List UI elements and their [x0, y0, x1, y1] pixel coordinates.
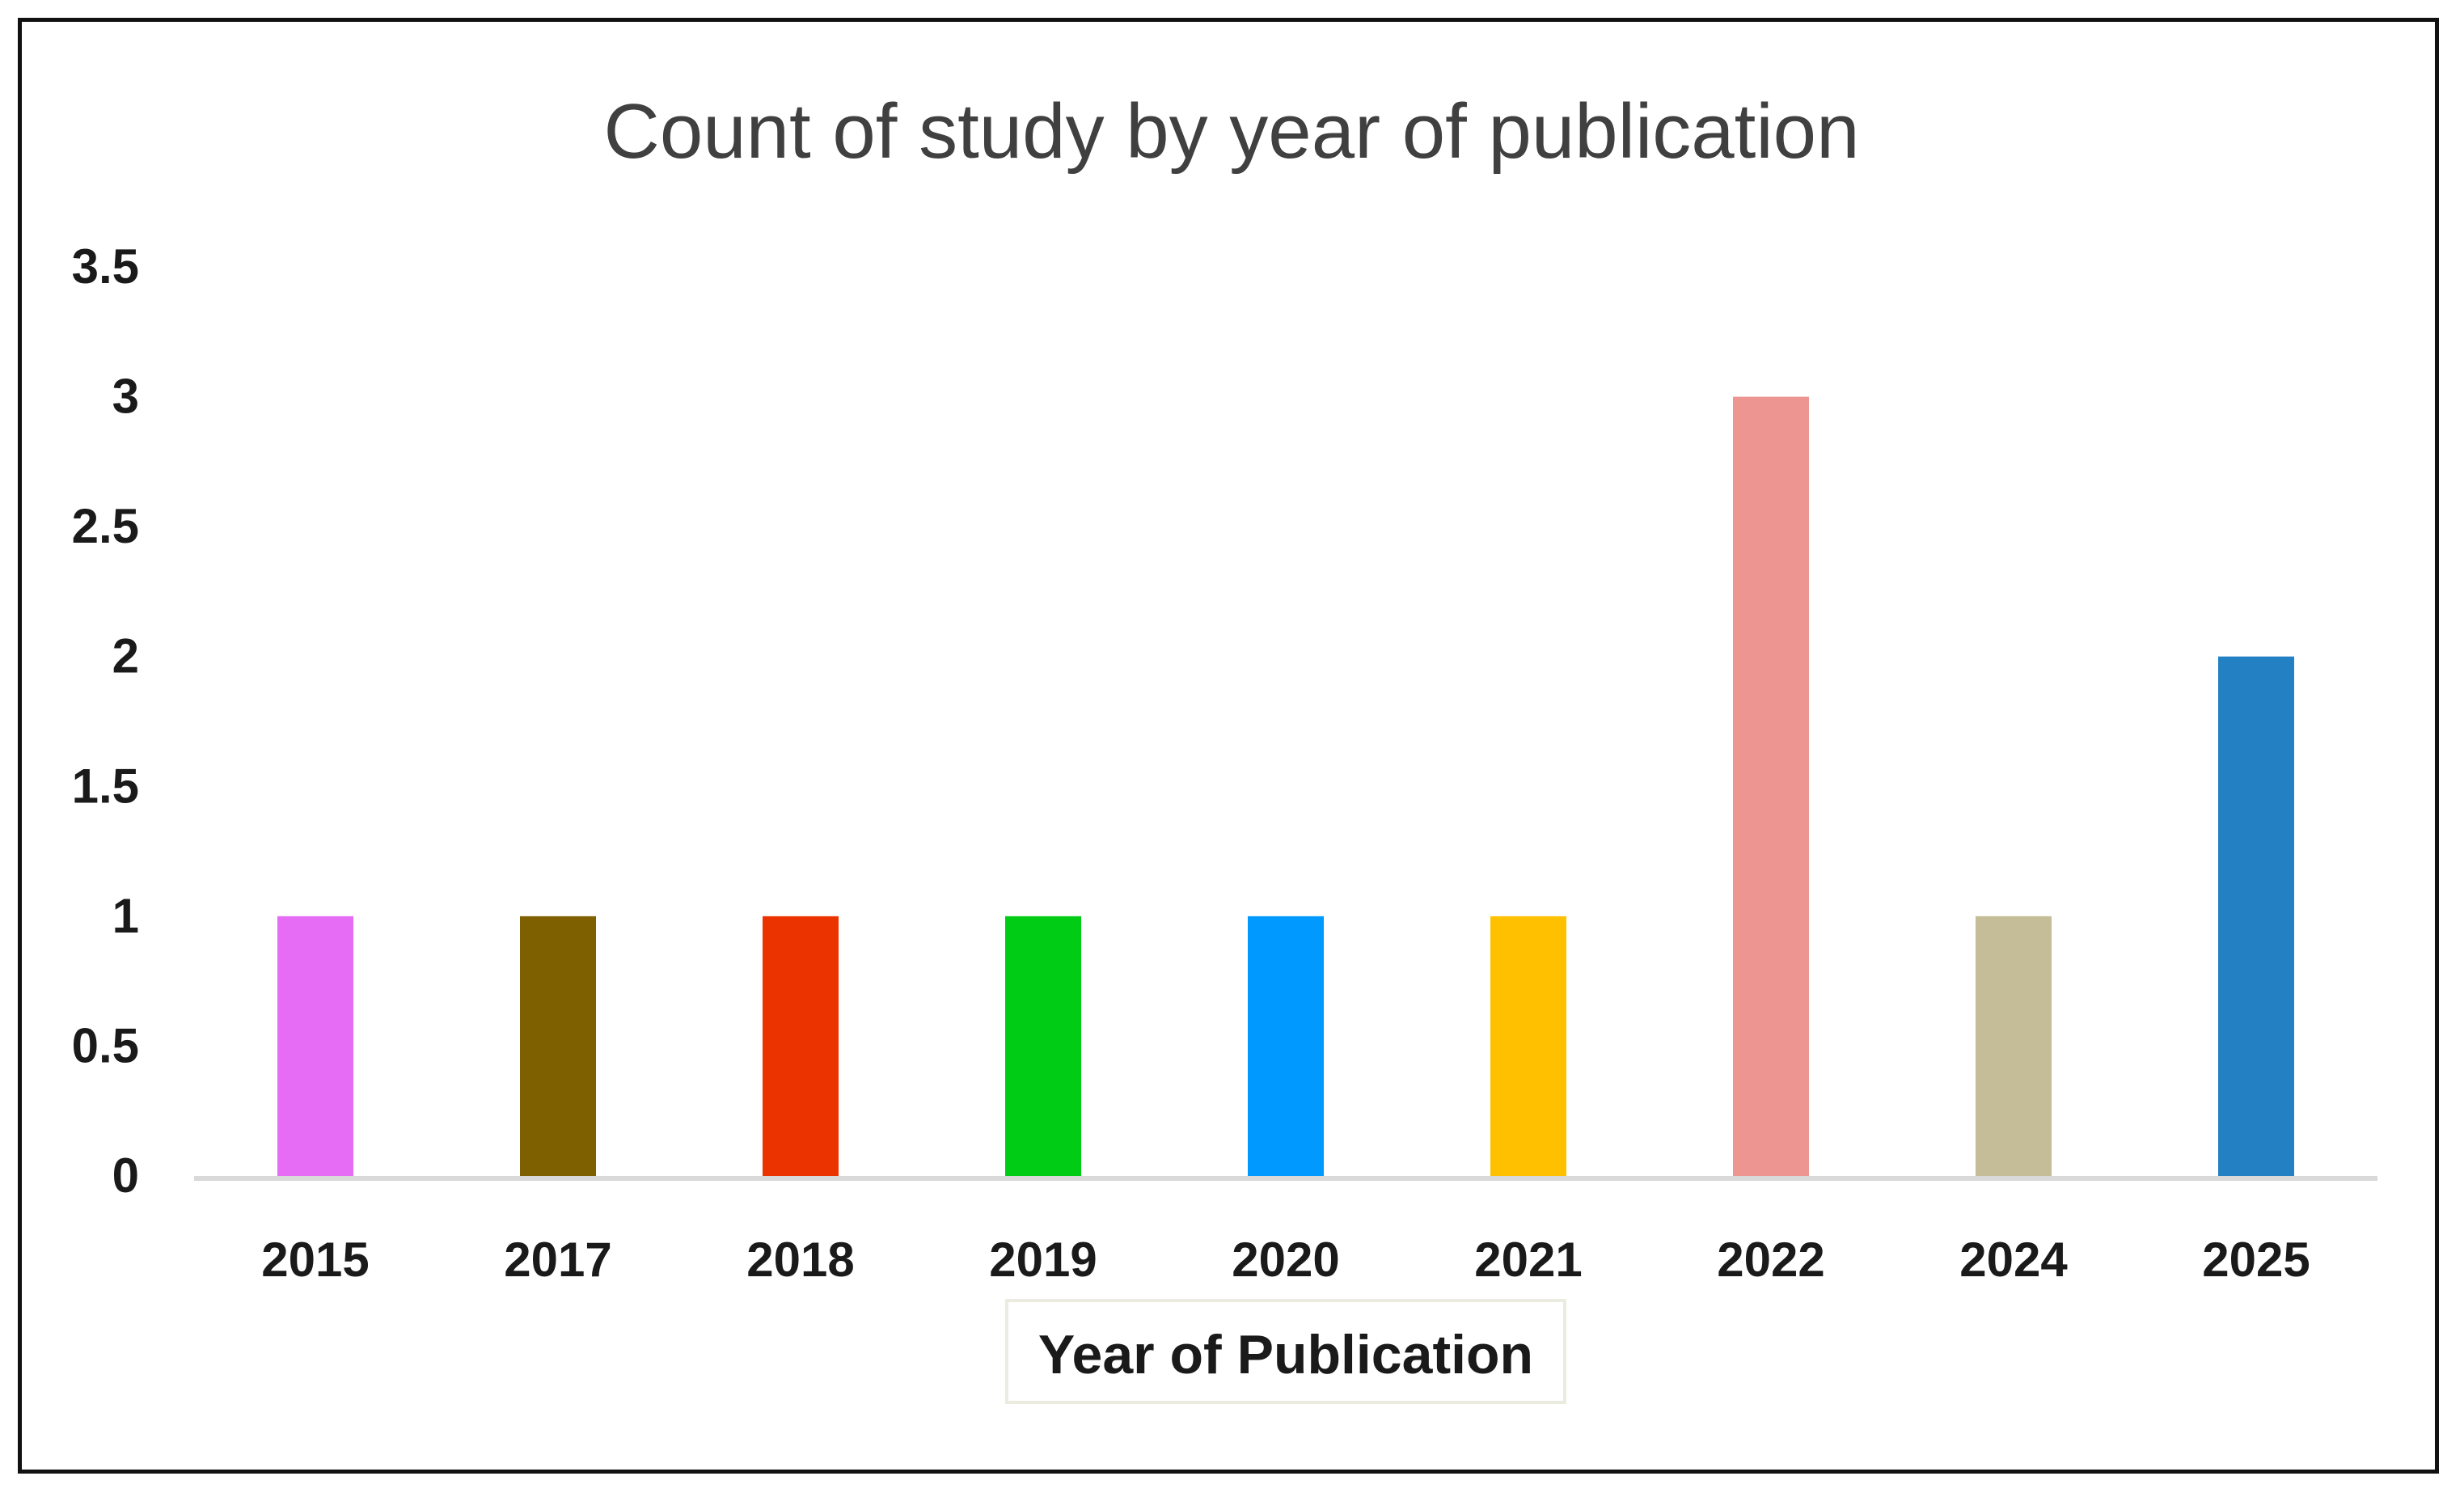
- bar-2021: [1490, 916, 1566, 1176]
- bar-2019: [1005, 916, 1081, 1176]
- x-axis-title: Year of Publication: [1038, 1324, 1533, 1385]
- x-tick-label: 2022: [1717, 1233, 1824, 1287]
- bar-2025: [2218, 656, 2294, 1176]
- bar-2017: [520, 916, 596, 1176]
- y-tick-label: 2.5: [72, 499, 139, 553]
- y-tick-label: 3.5: [72, 239, 139, 294]
- chart-frame: [18, 18, 2439, 1474]
- bars: [277, 396, 2294, 1177]
- y-axis: 0 0.5 1 1.5 2 2.5 3 3.5: [72, 239, 139, 1203]
- x-tick-label: 2020: [1232, 1233, 1339, 1287]
- bar-2024: [1976, 916, 2052, 1176]
- bar-2018: [763, 916, 839, 1176]
- x-tick-label: 2018: [746, 1233, 854, 1287]
- y-tick-label: 1.5: [72, 759, 139, 813]
- x-tick-label: 2024: [1959, 1233, 2068, 1287]
- bar-2022: [1733, 396, 1809, 1177]
- x-tick-label: 2015: [261, 1233, 369, 1287]
- bar-2015: [277, 916, 353, 1176]
- bar-2020: [1248, 916, 1324, 1176]
- y-tick-label: 0: [112, 1148, 139, 1203]
- x-tick-label: 2021: [1474, 1233, 1582, 1287]
- y-tick-label: 1: [112, 889, 139, 943]
- x-axis-title-box: [1005, 1299, 1566, 1404]
- y-tick-label: 3: [112, 370, 139, 424]
- y-tick-label: 2: [112, 629, 139, 683]
- x-tick-label: 2017: [504, 1233, 611, 1287]
- chart-title: Count of study by year of publication: [604, 88, 1860, 175]
- x-tick-label: 2019: [989, 1233, 1097, 1287]
- x-tick-label: 2025: [2202, 1233, 2310, 1287]
- x-axis: 2015 2017 2018 2019 2020 2021 2022 2024 2025: [261, 1233, 2310, 1287]
- y-tick-label: 0.5: [72, 1018, 139, 1072]
